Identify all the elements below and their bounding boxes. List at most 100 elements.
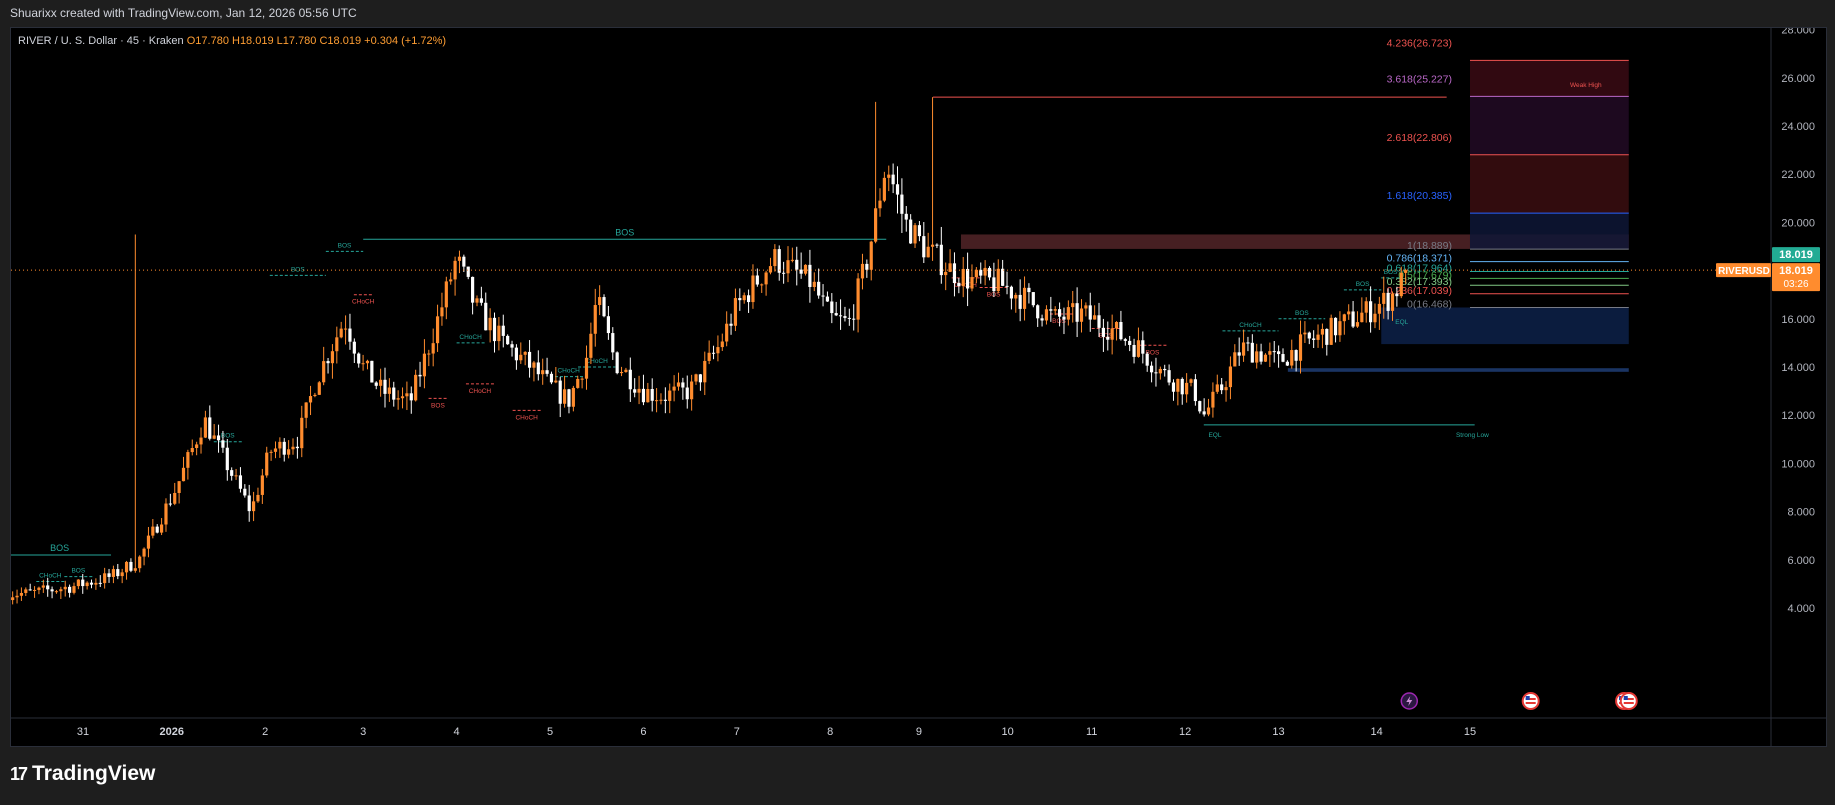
candle-body <box>427 353 431 355</box>
candle-body <box>825 296 830 302</box>
symbol-legend: RIVER / U. S. Dollar · 45 · Kraken O17.7… <box>18 35 446 47</box>
candle-body <box>676 382 681 387</box>
candle-body <box>926 246 930 258</box>
candle-body <box>444 281 448 308</box>
fib-label-4: 1(18.889) <box>1407 240 1452 252</box>
candle-body <box>1215 384 1219 392</box>
candle-body <box>1171 382 1176 392</box>
x-tick-label: 3 <box>360 726 366 738</box>
price-chart[interactable]: 4.236(26.723) 3.618(25.227) 2.618(22.806) 1… <box>11 28 1826 746</box>
candle-body <box>1228 366 1233 388</box>
candle-body <box>519 354 523 361</box>
candle-body <box>803 264 808 274</box>
candle-body <box>1053 309 1057 311</box>
candle-body <box>273 448 278 452</box>
candle-body <box>1224 387 1228 391</box>
candle-body <box>339 328 343 338</box>
candle-body <box>379 379 383 386</box>
candle-body <box>1149 365 1154 373</box>
flag-stripe <box>1623 698 1634 700</box>
y-tick-label: 4.000 <box>1787 603 1815 615</box>
candle-body <box>847 317 851 319</box>
structure-label-10: CHoCH <box>469 388 492 395</box>
candle-body <box>1285 361 1289 366</box>
candle-body <box>703 360 707 383</box>
candle-body <box>983 267 987 276</box>
fib-label-6: 0.618(17.964) <box>1387 262 1452 274</box>
candle-body <box>203 417 207 438</box>
candle-body <box>764 272 768 285</box>
candle-body <box>992 277 996 292</box>
candle-body <box>475 298 479 303</box>
candle-body <box>944 271 948 276</box>
candle-body <box>348 328 352 342</box>
candle-body <box>370 360 374 383</box>
candle-body <box>1128 340 1132 345</box>
candle-body <box>720 341 724 348</box>
candle-body <box>497 325 501 342</box>
x-tick-label: 7 <box>734 726 740 738</box>
structure-label-18: BOS <box>1146 349 1160 356</box>
candle-body <box>1333 317 1338 336</box>
structure-label-9: BOS <box>431 402 445 409</box>
candle-body <box>15 595 19 598</box>
candle-body <box>510 344 514 348</box>
candle-body <box>1351 311 1355 327</box>
candle-body <box>939 244 943 276</box>
candle-body <box>164 503 168 525</box>
candle-body <box>751 275 755 303</box>
candle-body <box>1360 312 1364 323</box>
candle-body <box>1106 336 1110 340</box>
y-tick-label: 28.000 <box>1781 28 1815 37</box>
candle-body <box>418 374 422 377</box>
candle-body <box>1298 334 1303 361</box>
candle-body <box>383 379 387 394</box>
candle-body <box>808 264 812 287</box>
x-tick-label: 5 <box>547 726 553 738</box>
candle-body <box>1022 287 1027 309</box>
candle-body <box>1241 342 1246 356</box>
x-tick-label: 2026 <box>159 726 183 738</box>
candle-body <box>1189 379 1193 383</box>
candle-body <box>68 586 72 593</box>
candle-body <box>523 351 527 355</box>
candle-body <box>1364 301 1368 313</box>
candle-body <box>1198 401 1202 412</box>
structure-label-14: CHoCH <box>954 282 977 289</box>
candle-body <box>151 526 155 536</box>
candle-body <box>777 249 781 273</box>
candle-body <box>1145 353 1149 366</box>
candle-body <box>1158 368 1162 374</box>
candle-body <box>63 586 67 590</box>
eql-label-1: EQL <box>1208 432 1221 439</box>
us-flag-icon[interactable] <box>1521 692 1540 710</box>
structure-label-17: BOS <box>1099 332 1113 339</box>
last-price-value: 18.019 <box>1779 249 1813 261</box>
y-tick-label: 8.000 <box>1787 507 1815 519</box>
legend-open: O17.780 <box>186 35 229 47</box>
candle-body <box>527 351 532 368</box>
candle-body <box>330 351 335 364</box>
candle-body <box>243 488 247 496</box>
candle-body <box>1093 315 1097 320</box>
candle-body <box>694 374 698 382</box>
candle-body <box>94 582 98 585</box>
candle-body <box>295 446 299 449</box>
candle-body <box>584 357 589 379</box>
candle-body <box>247 495 251 512</box>
us-flag-icon[interactable] <box>1619 692 1638 710</box>
candle-body <box>970 277 974 289</box>
candle-body <box>733 298 738 326</box>
candle-body <box>76 579 80 587</box>
candle-body <box>860 263 865 279</box>
candle-body <box>782 272 786 274</box>
chart-frame[interactable]: 4.236(26.723) 3.618(25.227) 2.618(22.806) 1… <box>10 27 1827 747</box>
tradingview-logo[interactable]: 17 TradingView <box>10 762 155 786</box>
zone-1 <box>1381 307 1629 345</box>
candle-body <box>856 278 860 320</box>
candle-body <box>155 526 159 533</box>
candle-body <box>1369 301 1373 323</box>
candle-body <box>103 573 107 584</box>
candle-body <box>768 266 773 273</box>
candle-body <box>269 451 273 453</box>
